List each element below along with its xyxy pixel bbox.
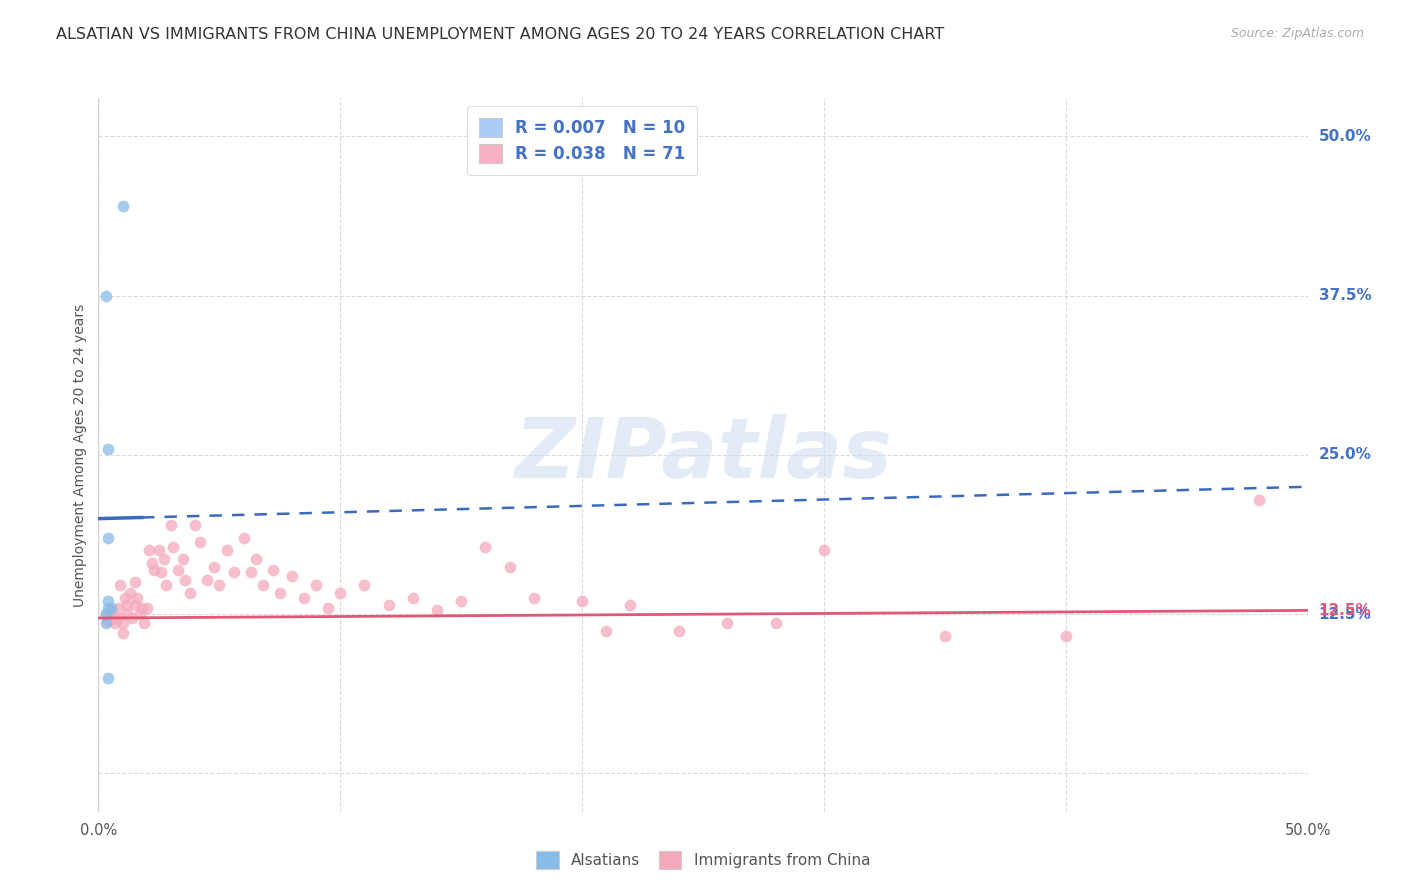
Point [353,578,375,592]
Text: 12.5%: 12.5% [1319,603,1371,618]
Point [426,603,449,617]
Point [292,591,315,605]
Point [94,607,117,622]
Point [262,563,284,577]
Point [155,578,177,592]
Point [108,578,131,592]
Point [148,543,170,558]
Point [571,594,593,608]
Text: 25.0%: 25.0% [1319,448,1372,462]
Point [160,518,183,533]
Point [474,540,496,554]
Point [595,624,617,638]
Point [195,573,218,587]
Point [252,578,274,592]
Text: 37.5%: 37.5% [1319,288,1371,303]
Point [179,585,201,599]
Point [138,543,160,558]
Point [232,531,254,545]
Point [281,569,304,583]
Point [143,563,166,577]
Legend: Alsatians, Immigrants from China: Alsatians, Immigrants from China [530,845,876,875]
Point [111,199,134,213]
Point [107,611,129,625]
Point [498,560,520,574]
Text: Source: ZipAtlas.com: Source: ZipAtlas.com [1230,27,1364,40]
Text: ALSATIAN VS IMMIGRANTS FROM CHINA UNEMPLOYMENT AMONG AGES 20 TO 24 YEARS CORRELA: ALSATIAN VS IMMIGRANTS FROM CHINA UNEMPL… [56,27,945,42]
Point [118,585,141,599]
Point [97,442,120,456]
Point [1249,492,1271,507]
Point [128,607,150,622]
Point [377,599,399,613]
Point [114,591,136,605]
Point [141,556,163,570]
Point [117,607,139,622]
Point [523,591,546,605]
Point [101,611,124,625]
Point [215,543,238,558]
Point [97,600,120,615]
Point [1054,629,1077,643]
Point [184,518,207,533]
Point [188,534,211,549]
Point [239,565,262,579]
Point [208,578,231,592]
Y-axis label: Unemployment Among Ages 20 to 24 years: Unemployment Among Ages 20 to 24 years [73,303,87,607]
Point [813,543,835,558]
Point [716,616,738,631]
Point [104,616,127,631]
Text: 50.0%: 50.0% [1319,128,1371,144]
Text: 12.5%: 12.5% [1319,607,1371,622]
Point [97,614,120,628]
Point [135,600,157,615]
Point [765,616,787,631]
Text: ZIPatlas: ZIPatlas [515,415,891,495]
Point [174,573,197,587]
Point [167,563,190,577]
Point [450,594,472,608]
Point [934,629,956,643]
Point [269,585,291,599]
Point [329,585,352,599]
Point [668,624,690,638]
Point [619,599,641,613]
Point [127,591,149,605]
Point [117,599,139,613]
Point [100,603,122,617]
Point [94,288,117,302]
Point [131,600,153,615]
Point [111,616,134,631]
Point [172,552,194,566]
Point [107,600,129,615]
Point [134,616,156,631]
Point [97,531,120,545]
Point [94,607,117,622]
Point [124,575,146,590]
Point [204,560,226,574]
Point [162,540,184,554]
Point [121,611,143,625]
Point [316,600,339,615]
Point [97,594,120,608]
Point [94,616,117,631]
Point [124,599,146,613]
Point [152,552,174,566]
Point [97,671,120,685]
Point [111,626,134,640]
Point [222,565,245,579]
Point [402,591,425,605]
Point [305,578,328,592]
Point [100,600,122,615]
Point [245,552,267,566]
Point [150,565,173,579]
